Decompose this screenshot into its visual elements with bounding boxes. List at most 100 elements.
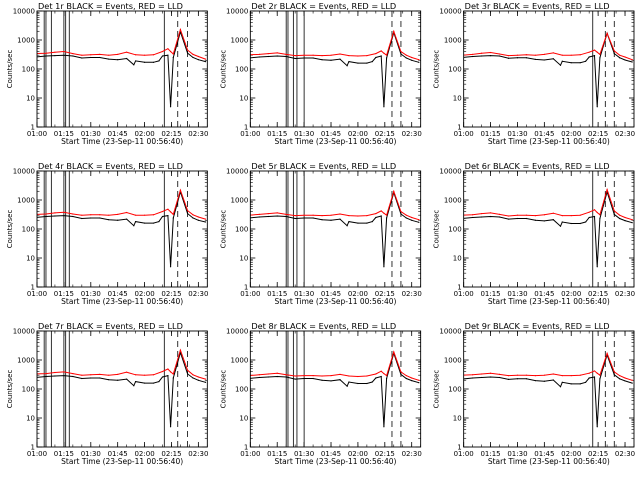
- data-point-lld: [385, 374, 388, 377]
- data-point-lld: [54, 51, 56, 53]
- data-point-lld: [63, 211, 65, 213]
- y-tick-label: 10000: [439, 168, 461, 176]
- data-point-lld: [543, 374, 545, 376]
- data-point-events: [187, 52, 189, 54]
- data-point-events: [543, 59, 545, 61]
- data-point-events: [72, 55, 74, 57]
- data-point-events: [126, 378, 128, 380]
- data-point-events: [172, 56, 174, 59]
- data-point-lld: [312, 214, 314, 216]
- data-point-events: [204, 60, 207, 63]
- data-point-events: [480, 216, 483, 218]
- data-point-events: [35, 377, 36, 378]
- data-point-events: [167, 374, 169, 377]
- data-point-lld: [380, 210, 382, 212]
- data-point-events: [516, 57, 519, 59]
- data-point-events: [192, 377, 194, 379]
- data-point-lld: [534, 214, 536, 217]
- x-axis-label: Start Time (23-Sep-11 00:56:40): [274, 297, 396, 306]
- data-point-events: [143, 61, 146, 63]
- data-point-lld: [169, 371, 172, 373]
- plot-frame: [463, 330, 635, 448]
- data-point-lld: [81, 374, 83, 376]
- data-point-lld: [35, 373, 36, 374]
- y-axis-label: Counts/sec: [6, 210, 14, 249]
- data-point-events: [383, 106, 385, 108]
- data-point-lld: [204, 218, 207, 220]
- data-point-events: [472, 55, 474, 58]
- data-point-events: [631, 382, 633, 384]
- data-point-lld: [624, 216, 626, 219]
- y-tick-label: 1: [244, 284, 248, 292]
- data-point-events: [197, 379, 199, 381]
- data-point-events: [584, 381, 587, 383]
- chart-title: Det 9r BLACK = Events, RED = LLD: [465, 321, 610, 331]
- data-point-lld: [90, 214, 92, 216]
- data-point-lld: [599, 214, 601, 216]
- data-point-lld: [498, 53, 501, 55]
- chart-panel-2: Det 2r BLACK = Events, RED = LLD 1 10 100 10…: [219, 1, 421, 146]
- data-point-lld: [579, 54, 581, 56]
- data-point-lld: [593, 209, 596, 211]
- data-point-events: [133, 225, 135, 227]
- x-tick-label: 02:00: [561, 130, 581, 138]
- plot-frame: [249, 330, 422, 448]
- data-point-lld: [631, 59, 633, 61]
- data-point-events: [507, 57, 510, 59]
- data-point-lld: [248, 215, 249, 216]
- data-point-lld: [179, 28, 182, 31]
- data-point-events: [507, 218, 510, 220]
- data-point-events: [385, 377, 388, 380]
- data-point-lld: [169, 50, 172, 53]
- data-point-events: [599, 378, 601, 380]
- data-point-lld: [167, 208, 169, 210]
- data-point-events: [135, 220, 137, 223]
- data-point-events: [158, 380, 160, 383]
- data-point-lld: [405, 54, 407, 56]
- data-point-lld: [152, 214, 155, 216]
- data-point-events: [187, 212, 189, 215]
- data-point-events: [72, 375, 74, 378]
- y-tick-label: 10000: [226, 8, 248, 16]
- data-point-events: [303, 217, 305, 219]
- data-point-lld: [507, 374, 510, 377]
- x-tick-label: 01:30: [294, 290, 314, 298]
- x-tick-label: 02:30: [402, 130, 422, 138]
- data-point-events: [133, 385, 135, 387]
- data-point-events: [248, 378, 249, 379]
- x-tick-label: 02:00: [134, 450, 154, 458]
- data-point-events: [126, 57, 128, 60]
- data-point-events: [472, 377, 474, 379]
- data-point-events: [385, 217, 388, 219]
- y-tick-label: 100: [448, 386, 461, 394]
- data-point-lld: [606, 32, 608, 34]
- x-tick-label: 01:15: [267, 450, 287, 458]
- data-point-lld: [507, 215, 510, 217]
- data-point-lld: [167, 368, 169, 370]
- chart-title: Det 4r BLACK = Events, RED = LLD: [38, 161, 183, 171]
- data-point-lld: [135, 54, 137, 56]
- y-tick-label: 10000: [226, 168, 248, 176]
- data-point-events: [561, 221, 563, 223]
- data-point-events: [411, 59, 413, 61]
- data-point-events: [561, 381, 563, 383]
- chart-title: Det 6r BLACK = Events, RED = LLD: [465, 161, 610, 171]
- x-tick-label: 02:00: [348, 450, 368, 458]
- data-point-lld: [276, 212, 278, 214]
- data-point-events: [357, 382, 359, 385]
- x-axis-label: Start Time (23-Sep-11 00:56:40): [274, 137, 396, 146]
- data-point-lld: [303, 214, 305, 216]
- data-point-lld: [596, 372, 598, 374]
- data-point-lld: [258, 374, 260, 376]
- data-point-events: [613, 374, 615, 376]
- x-tick-label: 01:15: [54, 450, 74, 458]
- data-point-lld: [35, 214, 36, 215]
- data-point-events: [108, 58, 110, 60]
- data-point-events: [380, 55, 382, 57]
- data-point-lld: [375, 212, 377, 215]
- data-point-events: [204, 221, 207, 223]
- data-point-events: [588, 56, 590, 58]
- data-point-events: [167, 54, 169, 56]
- data-point-events: [405, 217, 407, 219]
- series-line-events: [37, 30, 206, 107]
